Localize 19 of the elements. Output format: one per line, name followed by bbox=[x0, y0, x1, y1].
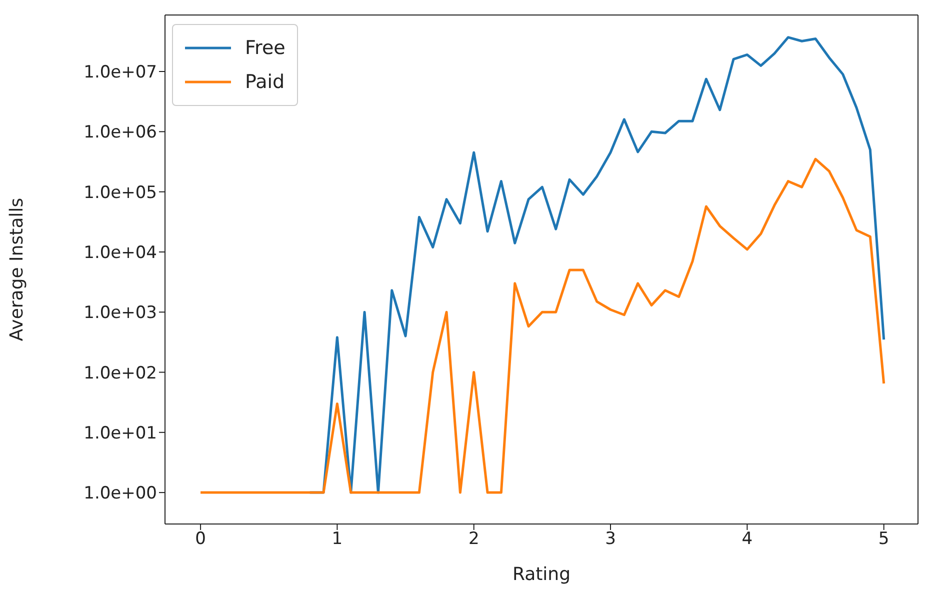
legend-label: Paid bbox=[245, 71, 285, 93]
y-tick-label: 1.0e+02 bbox=[84, 363, 157, 384]
y-tick-label: 1.0e+06 bbox=[84, 122, 157, 143]
x-tick-label: 1 bbox=[332, 529, 343, 550]
y-axis-title: Average Installs bbox=[6, 198, 28, 342]
y-tick-label: 1.0e+00 bbox=[84, 484, 157, 504]
y-tick-label: 1.0e+07 bbox=[84, 62, 157, 83]
y-tick-label: 1.0e+05 bbox=[84, 182, 157, 203]
x-tick-label: 3 bbox=[605, 529, 616, 550]
x-tick-label: 2 bbox=[468, 529, 480, 550]
y-tick-label: 1.0e+01 bbox=[84, 423, 157, 444]
legend-label: Free bbox=[245, 37, 286, 59]
x-tick-label: 5 bbox=[878, 529, 890, 550]
y-tick-label: 1.0e+03 bbox=[84, 303, 157, 324]
x-tick-label: 4 bbox=[742, 529, 753, 550]
y-tick-label: 1.0e+04 bbox=[84, 242, 157, 263]
line-series bbox=[199, 158, 886, 494]
x-axis-title: Rating bbox=[512, 564, 571, 585]
x-tick-label: 0 bbox=[195, 529, 206, 550]
